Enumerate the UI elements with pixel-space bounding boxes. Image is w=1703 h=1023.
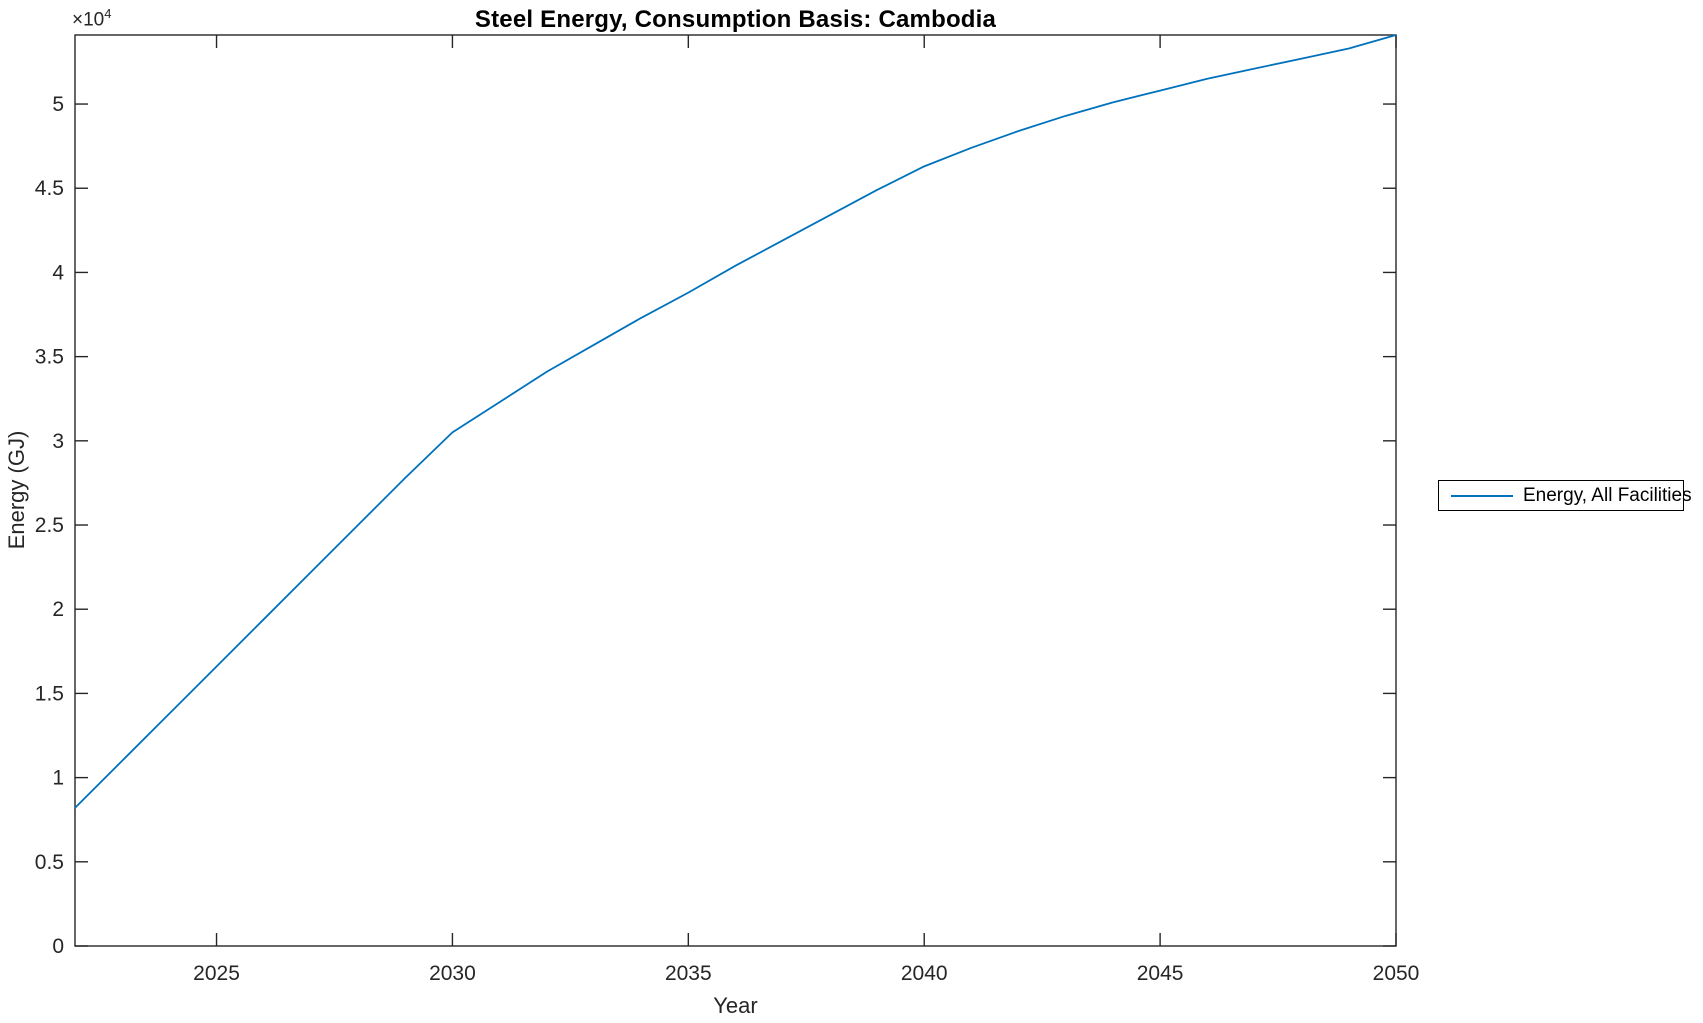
y-tick-label: 0: [52, 935, 64, 958]
y-tick-label: 5: [52, 93, 64, 116]
y-axis-multiplier-exponent: 4: [104, 6, 112, 21]
y-tick-label: 1.5: [35, 682, 64, 705]
data-line: [74, 34, 1397, 809]
x-tick-label: 2030: [429, 962, 476, 985]
axes-box: [74, 34, 1397, 947]
y-tick-label: 2: [52, 598, 64, 621]
y-tick-label: 0.5: [35, 851, 64, 874]
y-axis-multiplier: ×104: [72, 6, 111, 31]
y-tick-label: 4: [52, 261, 64, 284]
x-tick-label: 2045: [1137, 962, 1184, 985]
y-tick-label: 3: [52, 430, 64, 453]
x-tick-label: 2025: [193, 962, 240, 985]
legend-box: Energy, All Facilities: [1438, 480, 1692, 511]
y-tick-label: 4.5: [35, 177, 64, 200]
x-tick-label: 2050: [1373, 962, 1420, 985]
x-axis-label: Year: [713, 993, 758, 1018]
legend-item-label: Energy, All Facilities: [1523, 484, 1692, 506]
x-tick-label: 2040: [901, 962, 948, 985]
x-tick-label: 2035: [665, 962, 712, 985]
y-axis-multiplier-base: ×10: [72, 9, 105, 31]
legend-line-sample: [1451, 494, 1513, 497]
y-tick-label: 1: [52, 767, 64, 790]
y-tick-label: 3.5: [35, 346, 64, 369]
chart-title: Steel Energy, Consumption Basis: Cambodi…: [474, 6, 997, 33]
y-tick-label: 2.5: [35, 514, 64, 537]
